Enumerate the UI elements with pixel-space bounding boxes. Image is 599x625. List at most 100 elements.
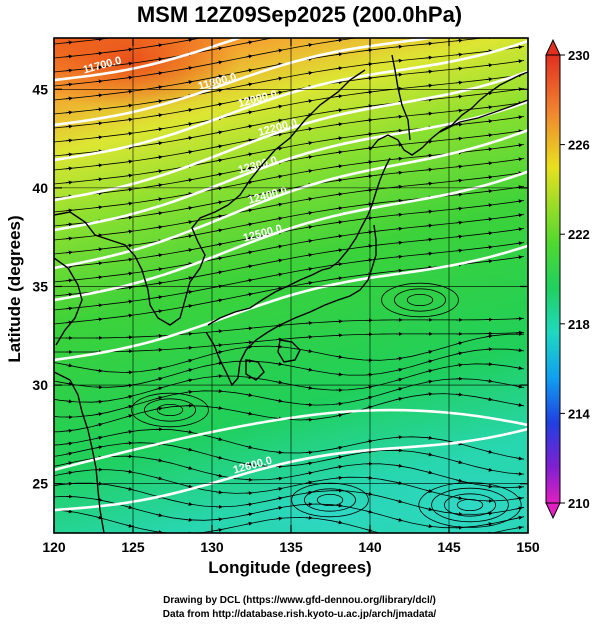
wind-arrow — [275, 62, 283, 67]
streamline — [54, 496, 525, 529]
wind-arrow — [456, 26, 462, 27]
eddy-streamline — [143, 398, 196, 422]
wind-arrow — [155, 99, 163, 104]
wind-arrow — [516, 33, 522, 34]
wind-arrow — [335, 66, 343, 71]
wind-arrow — [155, 396, 163, 400]
wind-arrow — [65, 363, 73, 368]
x-tick-label: 150 — [516, 539, 540, 555]
wind-arrow — [455, 52, 463, 57]
wind-arrow — [335, 108, 343, 113]
wind-arrow — [215, 343, 223, 348]
wind-arrow — [515, 255, 523, 260]
wind-arrow — [395, 44, 403, 49]
wind-arrow — [245, 222, 253, 227]
colorbar-tick-label: 210 — [568, 496, 590, 511]
wind-arrow — [335, 80, 343, 85]
wind-arrow — [455, 122, 463, 127]
wind-arrow — [365, 244, 373, 249]
wind-arrow — [305, 239, 313, 244]
wind-arrow — [305, 225, 313, 230]
wind-arrow — [425, 69, 433, 74]
wind-arrow — [155, 386, 163, 391]
wind-arrow — [305, 169, 313, 174]
wind-arrow — [425, 41, 433, 46]
wind-arrow — [426, 1, 432, 2]
wind-arrow — [335, 276, 343, 281]
wind-arrow — [245, 326, 253, 331]
streamline — [54, 38, 203, 59]
wind-arrow — [95, 65, 103, 70]
wind-arrow — [215, 473, 223, 478]
wind-arrow — [275, 76, 283, 81]
streamline — [54, 333, 524, 373]
wind-arrow — [215, 405, 223, 410]
wind-arrow — [276, 22, 282, 23]
wind-arrow — [216, 34, 222, 35]
wind-arrow — [275, 216, 283, 221]
wind-arrow — [305, 99, 313, 104]
wind-arrow — [365, 230, 373, 235]
wind-arrow — [245, 411, 253, 416]
wind-arrow — [395, 114, 403, 119]
wind-arrow — [306, 17, 312, 18]
wind-arrow — [65, 222, 73, 227]
wind-arrow — [425, 489, 433, 493]
wind-arrow — [305, 197, 313, 202]
wind-arrow — [365, 62, 373, 67]
wind-arrow — [515, 213, 523, 218]
wind-arrow — [335, 464, 343, 469]
wind-arrow — [185, 220, 193, 225]
wind-arrow — [215, 437, 223, 441]
wind-arrow — [185, 192, 193, 197]
wind-arrow — [305, 461, 313, 466]
wind-arrow — [155, 295, 163, 300]
wind-arrow — [395, 499, 403, 504]
wind-arrow — [125, 103, 133, 108]
wind-arrow — [95, 317, 103, 322]
wind-arrow — [365, 188, 373, 193]
streamline — [54, 228, 525, 297]
credit-data: Data from http://database.rish.kyoto-u.a… — [162, 609, 437, 620]
wind-arrow — [395, 517, 403, 522]
wind-arrow — [185, 66, 193, 71]
wind-arrow — [425, 507, 433, 512]
wind-arrow — [155, 127, 163, 132]
wind-arrow — [395, 268, 403, 273]
streamline — [54, 242, 525, 311]
credit-drawing: Drawing by DCL (https://www.gfd-dennou.o… — [163, 595, 436, 606]
wind-arrow — [245, 250, 253, 255]
wind-arrow — [515, 456, 523, 461]
wind-arrow — [455, 178, 463, 183]
wind-arrow — [365, 491, 373, 496]
wind-arrow — [245, 264, 253, 269]
eddy-streamline — [156, 403, 184, 416]
streamline — [54, 378, 525, 418]
wind-arrow — [425, 435, 433, 440]
wind-arrow — [95, 261, 103, 266]
wind-arrow — [425, 209, 433, 214]
wind-arrow — [185, 248, 193, 253]
wind-arrow — [485, 334, 493, 339]
wind-arrow — [275, 90, 283, 95]
wind-arrow — [485, 49, 493, 54]
wind-arrow — [305, 141, 313, 146]
wind-arrow — [396, 32, 402, 33]
wind-arrow — [305, 267, 313, 272]
warm-region — [54, 38, 240, 110]
streamline — [54, 318, 525, 339]
wind-arrow — [275, 380, 283, 385]
streamline — [54, 74, 525, 143]
wind-arrow — [425, 167, 433, 172]
wind-arrow — [95, 38, 103, 42]
wind-arrow — [65, 124, 73, 129]
wind-arrow — [425, 111, 433, 116]
wind-arrow — [125, 187, 133, 192]
wind-arrow — [65, 441, 73, 446]
wind-arrow — [365, 258, 373, 263]
wind-arrow — [245, 124, 253, 129]
wind-arrow — [305, 71, 313, 76]
wind-arrow — [485, 119, 493, 124]
y-axis-label: Latitude (degrees) — [5, 215, 24, 363]
wind-arrow — [155, 197, 163, 202]
